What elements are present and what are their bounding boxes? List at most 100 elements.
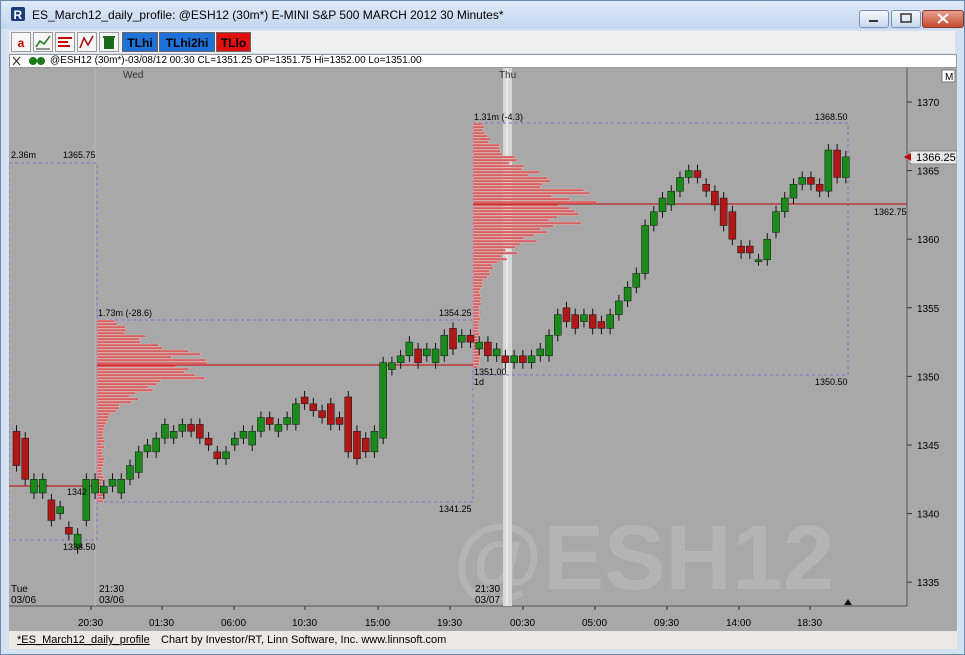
close-button[interactable] <box>922 10 964 28</box>
price-chart[interactable]: @ESH12 2.36m 1365.75 1338.50 1342 1.73m … <box>8 68 958 631</box>
candle-body <box>798 177 806 185</box>
candle-body <box>204 437 213 446</box>
maximize-button[interactable] <box>891 10 921 28</box>
profile-1-poc: 1342 <box>67 487 87 497</box>
current-price-label: 1366.25 <box>916 152 956 164</box>
delete-button[interactable] <box>99 32 119 52</box>
profile-bar <box>96 376 205 380</box>
candle-body <box>38 479 47 494</box>
profile-bar <box>472 179 551 183</box>
info-bar-icons <box>12 56 45 66</box>
info-bar: @ESH12 (30m*)-03/08/12 00:30 CL=1351.25 … <box>9 54 957 68</box>
candle-body <box>492 348 501 357</box>
profile-bar <box>96 334 147 338</box>
profile-bar <box>96 352 201 356</box>
profile-bar <box>472 284 483 288</box>
candle-body <box>65 527 73 535</box>
candle-body <box>100 485 108 494</box>
candle-body <box>431 348 440 363</box>
chart-area[interactable]: @ESH12 2.36m 1365.75 1338.50 1342 1.73m … <box>8 68 958 631</box>
drawing-tool-button[interactable] <box>77 32 97 52</box>
profile-bar <box>472 272 491 276</box>
profile-bar <box>96 493 104 497</box>
profile-bar <box>472 161 510 165</box>
toolbar: a TLhi TLhi2hi TLlo <box>9 31 955 53</box>
profile-bar <box>96 325 126 329</box>
scroll-marker-icon[interactable] <box>844 599 852 605</box>
title-bar: R ES_March12_daily_profile: @ESH12 (30m*… <box>1 1 964 29</box>
profile-bar <box>472 236 524 240</box>
close-icon[interactable] <box>12 56 21 66</box>
draw-icon <box>79 35 94 49</box>
profile-bar <box>472 314 480 318</box>
candle-body <box>353 431 361 459</box>
candle-body <box>21 437 29 480</box>
chart-tab[interactable]: *ES_March12_daily_profile <box>17 634 150 646</box>
profile-bar <box>472 191 590 195</box>
price-axis: 1370 1365 1360 1355 1350 1345 1340 1335 <box>907 98 940 589</box>
tlhi2hi-button[interactable]: TLhi2hi <box>159 32 215 52</box>
profile-bar <box>472 359 480 363</box>
profile-3-poc: 1362.75 <box>874 207 907 217</box>
line-chart-icon <box>35 35 51 50</box>
profile-bar <box>96 418 108 422</box>
status-bar: *ES_March12_daily_profile Chart by Inves… <box>9 631 957 649</box>
candle-body <box>597 321 606 329</box>
m-button[interactable] <box>941 69 956 83</box>
candle-body <box>676 177 684 192</box>
credit-text: Chart by Investor/RT, Linn Software, Inc… <box>161 634 447 646</box>
letter-a-button[interactable]: a <box>11 32 31 52</box>
chart-style-button[interactable] <box>33 32 53 52</box>
profile-bar <box>96 373 195 377</box>
candle-body <box>606 314 614 329</box>
candle-body <box>361 437 370 453</box>
watermark: @ESH12 <box>453 507 834 609</box>
candle-body <box>728 211 737 240</box>
bars-icon <box>58 37 72 47</box>
candle-body <box>632 273 641 288</box>
bar-chart-button[interactable] <box>55 32 75 52</box>
day-tag-label: 1d <box>474 377 484 387</box>
candle-body <box>335 417 344 425</box>
candle-body <box>772 211 780 233</box>
profile-bar <box>472 290 480 294</box>
candle-body <box>248 431 256 446</box>
profile-bar <box>472 170 540 174</box>
profile-bar <box>472 302 482 306</box>
profile-bar <box>472 320 480 324</box>
candle-body <box>283 417 291 425</box>
profile-bar <box>472 245 516 249</box>
profile-bar <box>472 299 481 303</box>
price-tick-label: 1335 <box>917 578 940 589</box>
current-price-marker-icon <box>904 153 911 161</box>
profile-bar <box>472 215 558 219</box>
candle-body <box>56 506 64 514</box>
profile-bar <box>472 329 479 333</box>
candle-body <box>789 184 798 199</box>
window-title: ES_March12_daily_profile: @ESH12 (30m*) … <box>32 8 504 22</box>
date-label-time: 21:30 <box>99 584 124 595</box>
trash-icon <box>103 36 115 49</box>
candle-body <box>152 437 160 453</box>
minimize-button[interactable] <box>859 10 889 28</box>
profile-bar <box>472 251 518 255</box>
price-tick-label: 1360 <box>917 235 940 246</box>
profile-bar <box>472 356 480 360</box>
tlhi-button[interactable]: TLhi <box>122 32 158 52</box>
tllo-button[interactable]: TLlo <box>216 32 251 52</box>
candle-body <box>623 286 632 302</box>
profile-bar <box>472 140 489 144</box>
price-tick-label: 1340 <box>917 510 940 521</box>
candle-body <box>169 431 178 439</box>
profile-bar <box>472 218 550 222</box>
profile-bar <box>96 433 103 437</box>
candle-body <box>449 328 457 350</box>
candlesticks <box>12 144 850 554</box>
candle-body <box>780 197 789 213</box>
profile-bar <box>472 317 481 321</box>
candle-body <box>501 355 510 363</box>
candle-body <box>763 238 772 261</box>
profile-bar <box>96 424 105 428</box>
profile-bar <box>472 131 485 135</box>
profile-bar <box>96 355 172 359</box>
